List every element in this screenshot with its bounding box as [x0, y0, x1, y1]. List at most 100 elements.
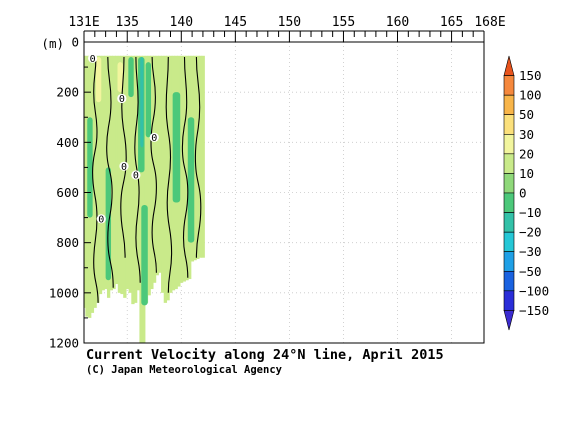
velocity-profile-column — [101, 55, 105, 291]
contour-label: 0 — [119, 94, 125, 105]
colorbar-swatch — [503, 251, 515, 272]
velocity-band — [112, 57, 117, 118]
y-axis-unit-label: (m) — [41, 36, 64, 51]
zero-contour-line — [120, 56, 127, 258]
colorbar-swatch — [503, 212, 515, 233]
velocity-profile-column — [144, 55, 149, 303]
x-tick-label: 155 — [332, 15, 355, 30]
colorbar-label: −100 — [519, 283, 549, 298]
colorbar-label: 20 — [519, 146, 534, 161]
velocity-profile-column — [128, 55, 132, 293]
colorbar-label: −10 — [519, 205, 542, 220]
colorbar-label: 50 — [519, 107, 534, 122]
contour-label: 0 — [121, 162, 127, 173]
colorbar-label: 150 — [519, 68, 542, 83]
velocity-profile-column — [166, 55, 170, 301]
velocity-profile-column — [115, 55, 119, 285]
colorbar-label: 10 — [519, 166, 534, 181]
velocity-profile-column — [125, 55, 130, 290]
y-tick-label: 800 — [56, 235, 79, 250]
zero-contours — [92, 56, 202, 303]
colorbar-label: −20 — [519, 225, 542, 240]
colorbar-swatch — [503, 153, 515, 174]
velocity-profile-column — [201, 55, 205, 258]
colorbar-label: 30 — [519, 127, 534, 142]
velocity-band — [197, 79, 203, 193]
x-tick-label: 160 — [386, 15, 409, 30]
colorbar-swatch — [503, 55, 515, 76]
contour-label: 0 — [151, 133, 157, 144]
grid-lines — [84, 42, 484, 343]
x-axis: 131E 135 140 145 150 155 160 165 168E — [68, 15, 506, 42]
velocity-band — [187, 117, 195, 243]
x-tick-label: 135 — [116, 15, 139, 30]
contour-label: 0 — [98, 214, 104, 225]
colorbar-swatch — [503, 231, 515, 253]
zero-contour-line — [106, 56, 114, 288]
velocity-band — [117, 62, 123, 93]
x-tick-label: 145 — [224, 15, 247, 30]
y-tick-label: 1000 — [49, 285, 79, 300]
velocity-band — [87, 117, 93, 218]
contour-label-bg — [131, 170, 141, 180]
colorbar-swatch — [503, 75, 515, 96]
y-tick-label: 1200 — [49, 336, 79, 351]
y-axis: (m) 0 200 400 600 800 1000 1200 — [41, 35, 91, 351]
velocity-profile-column — [139, 55, 143, 343]
contour-label-bg — [149, 132, 159, 142]
contour-label-bg — [117, 93, 127, 104]
colorbar-label: 0 — [519, 186, 527, 201]
y-tick-label: 0 — [71, 35, 79, 50]
colorbar-swatch — [503, 192, 515, 213]
y-tick-label: 600 — [56, 185, 79, 200]
velocity-profile-column — [163, 55, 168, 303]
colorbar-swatch — [503, 270, 515, 292]
velocity-band — [140, 57, 144, 148]
colorbar-swatch — [503, 310, 515, 331]
colorbar-swatch — [503, 94, 515, 116]
velocity-profile-column — [169, 55, 173, 293]
y-tick-label: 400 — [56, 135, 79, 150]
velocity-profile-column — [142, 55, 146, 343]
velocity-band — [179, 57, 186, 133]
y-tick-label: 200 — [56, 85, 79, 100]
velocity-profile-column — [112, 55, 116, 290]
x-tick-label: 131E — [68, 15, 99, 30]
x-tick-label: 150 — [278, 15, 301, 30]
zero-contour-line — [150, 56, 157, 273]
velocity-profile-column — [147, 55, 151, 296]
x-tick-label: 165 — [440, 15, 463, 30]
zero-contour-line — [194, 56, 202, 258]
velocity-profile-column — [161, 55, 165, 293]
x-tick-label: 140 — [170, 15, 193, 30]
colorbar-swatch — [503, 173, 515, 194]
contour-label-bg — [88, 53, 98, 63]
x-tick-label: 168E — [474, 15, 505, 30]
colorbar-label: −50 — [519, 264, 542, 279]
velocity-band — [172, 92, 181, 203]
velocity-profile-column — [131, 55, 135, 305]
colorbar-swatch — [503, 290, 515, 311]
velocity-band — [145, 62, 152, 138]
contour-label-bg — [119, 161, 129, 171]
colorbar-label: −30 — [519, 244, 542, 259]
colorbar-label: −150 — [519, 303, 549, 318]
colorbar-swatch — [503, 114, 515, 135]
velocity-band — [95, 57, 102, 103]
velocity-band — [141, 205, 148, 306]
velocity-band — [128, 57, 134, 98]
velocity-profile-column — [96, 55, 100, 303]
velocity-profile-column — [179, 55, 184, 283]
velocity-profile-column — [109, 55, 113, 291]
zero-contour-line — [181, 56, 189, 278]
zero-contour-line — [165, 56, 173, 293]
velocity-profile-column — [185, 55, 189, 281]
contour-label-bg — [96, 214, 106, 224]
velocity-profile-column — [93, 55, 97, 308]
velocity-profile-column — [150, 55, 154, 290]
velocity-profile-column — [85, 55, 89, 317]
chart-credit: (C) Japan Meteorological Agency — [86, 364, 282, 376]
colorbar-swatch — [503, 133, 515, 155]
contour-label: 0 — [90, 54, 96, 65]
